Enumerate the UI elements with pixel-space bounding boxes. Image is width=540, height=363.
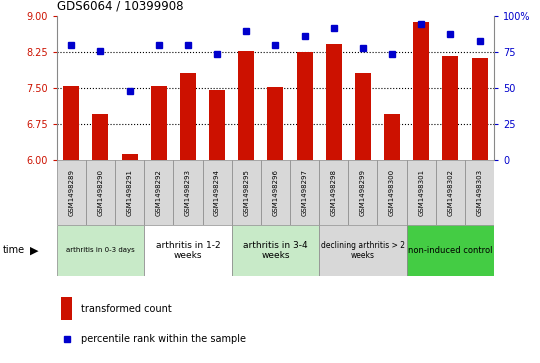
Bar	[384, 114, 400, 160]
Bar	[144, 225, 232, 276]
Bar	[407, 225, 494, 276]
Text: GSM1498300: GSM1498300	[389, 169, 395, 216]
Text: GSM1498298: GSM1498298	[330, 169, 337, 216]
Bar	[413, 22, 429, 160]
Text: declining arthritis > 2
weeks: declining arthritis > 2 weeks	[321, 241, 405, 260]
Bar	[442, 56, 458, 160]
Text: GSM1498303: GSM1498303	[476, 169, 483, 216]
Text: GSM1498293: GSM1498293	[185, 169, 191, 216]
Bar	[122, 154, 138, 160]
Bar	[173, 160, 202, 225]
Text: GSM1498294: GSM1498294	[214, 169, 220, 216]
Bar	[471, 58, 488, 160]
Bar	[144, 160, 173, 225]
Bar	[115, 160, 144, 225]
Text: GSM1498295: GSM1498295	[243, 169, 249, 216]
Text: GSM1498292: GSM1498292	[156, 169, 162, 216]
Bar	[377, 160, 407, 225]
Bar	[326, 44, 342, 160]
Bar	[355, 73, 371, 160]
Text: time: time	[3, 245, 25, 256]
Bar	[261, 160, 290, 225]
Bar	[209, 90, 225, 160]
Text: GDS6064 / 10399908: GDS6064 / 10399908	[57, 0, 183, 13]
Text: GSM1498291: GSM1498291	[126, 169, 133, 216]
Text: percentile rank within the sample: percentile rank within the sample	[81, 334, 246, 344]
Bar	[232, 225, 319, 276]
Text: arthritis in 3-4
weeks: arthritis in 3-4 weeks	[243, 241, 308, 260]
Bar	[348, 160, 377, 225]
Text: ▶: ▶	[30, 245, 38, 256]
Bar	[86, 160, 115, 225]
Bar	[319, 225, 407, 276]
Bar	[57, 160, 86, 225]
Text: arthritis in 1-2
weeks: arthritis in 1-2 weeks	[156, 241, 220, 260]
Bar	[319, 160, 348, 225]
Bar	[57, 225, 144, 276]
Bar	[238, 51, 254, 160]
Bar	[151, 86, 167, 160]
Text: arthritis in 0-3 days: arthritis in 0-3 days	[66, 248, 135, 253]
Text: GSM1498296: GSM1498296	[272, 169, 279, 216]
Bar	[436, 160, 465, 225]
Bar	[465, 160, 494, 225]
Bar	[92, 114, 109, 160]
Bar	[180, 73, 196, 160]
Bar	[63, 86, 79, 160]
Text: GSM1498297: GSM1498297	[301, 169, 308, 216]
Text: GSM1498301: GSM1498301	[418, 169, 424, 216]
Text: GSM1498299: GSM1498299	[360, 169, 366, 216]
Bar	[267, 87, 284, 160]
Text: GSM1498290: GSM1498290	[97, 169, 104, 216]
Bar	[61, 297, 72, 320]
Text: transformed count: transformed count	[81, 304, 172, 314]
Bar	[232, 160, 261, 225]
Bar	[202, 160, 232, 225]
Bar	[296, 52, 313, 160]
Text: GSM1498289: GSM1498289	[68, 169, 75, 216]
Bar	[290, 160, 319, 225]
Text: GSM1498302: GSM1498302	[447, 169, 454, 216]
Text: non-induced control: non-induced control	[408, 246, 492, 255]
Bar	[407, 160, 436, 225]
